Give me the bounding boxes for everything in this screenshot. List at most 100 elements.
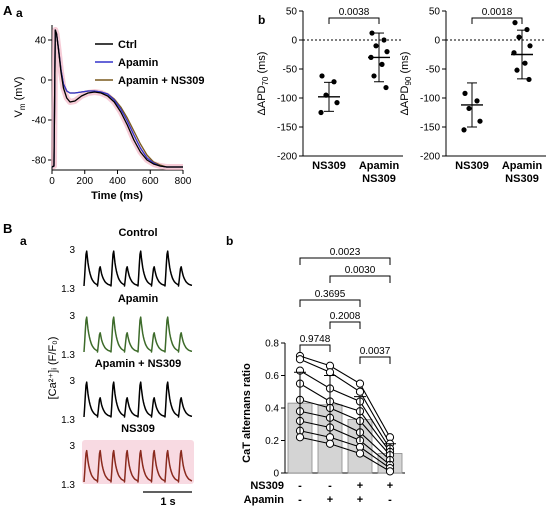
- legend-label: Ctrl: [118, 39, 137, 51]
- y-tick-label: -50: [426, 65, 441, 76]
- paired-line: [299, 420, 391, 466]
- y-tick-label: -200: [277, 152, 297, 163]
- data-point: [319, 73, 325, 79]
- paired-line: [299, 383, 391, 453]
- panel-letter-B: B: [3, 221, 12, 236]
- treatment-mark: -: [328, 480, 332, 492]
- y-tick-label: 0: [291, 36, 297, 47]
- paired-line: [299, 410, 391, 461]
- y-tick-label: 1.3: [61, 480, 75, 491]
- y-tick-label: -150: [277, 123, 297, 134]
- x-tick-label: 200: [76, 176, 93, 187]
- y-tick-label: 3: [69, 376, 75, 387]
- trace-title: NS309: [121, 423, 155, 435]
- panel-letter-B-b: b: [226, 234, 233, 248]
- trace-title: Control: [118, 227, 157, 239]
- treatment-label: Apamin: [244, 494, 285, 506]
- data-point: [512, 20, 518, 26]
- y-tick-label: 1.3: [61, 350, 75, 361]
- y-tick-label: -150: [420, 123, 440, 134]
- y-tick-label: 1.3: [61, 284, 75, 295]
- y-tick-label: 0: [273, 469, 279, 480]
- comparison-p-value: 0.9748: [300, 334, 331, 345]
- x-tick-label: 600: [142, 176, 159, 187]
- comparison-p-value: 0.0023: [330, 247, 361, 258]
- data-point: [325, 439, 335, 448]
- data-point: [373, 43, 379, 49]
- y-tick-label: 3: [69, 441, 75, 452]
- comparison-bracket: [329, 321, 361, 329]
- treatment-mark: +: [357, 480, 363, 492]
- data-point: [369, 30, 375, 36]
- category-label: NS309: [455, 160, 489, 172]
- comparison-p-value: 0.2008: [330, 311, 361, 322]
- paired-line: [299, 430, 391, 469]
- data-point: [355, 387, 365, 396]
- paired-line: [299, 370, 391, 449]
- significance-bracket: [471, 17, 523, 24]
- data-point: [323, 92, 329, 98]
- category-label: Apamin: [359, 160, 400, 172]
- treatment-mark: -: [298, 494, 302, 506]
- category-label: NS309: [362, 173, 396, 185]
- calcium-trace: [83, 250, 193, 287]
- data-point: [516, 34, 522, 40]
- y-tick-label: 0.2: [265, 436, 279, 447]
- y-axis-label: [Ca²⁺]ᵢ (F/F₀): [47, 337, 59, 400]
- data-point: [371, 73, 377, 79]
- data-point: [522, 60, 528, 66]
- treatment-mark: +: [357, 494, 363, 506]
- calcium-trace: [83, 449, 193, 483]
- data-point: [527, 43, 533, 49]
- y-tick-label: 3: [69, 311, 75, 322]
- data-point: [477, 118, 483, 124]
- data-point: [514, 67, 520, 73]
- panel-letter-B-a: a: [20, 234, 27, 248]
- category-label: NS309: [505, 173, 539, 185]
- data-point: [295, 355, 305, 364]
- data-point: [524, 26, 530, 33]
- y-tick-label: 50: [429, 7, 441, 18]
- treatment-label: NS309: [250, 480, 284, 492]
- data-point: [325, 368, 335, 377]
- data-point: [474, 98, 480, 104]
- y-tick-label: -80: [32, 156, 47, 167]
- y-tick-label: 0: [434, 36, 440, 47]
- trace-title: Apamin: [118, 293, 159, 305]
- data-point: [526, 76, 532, 83]
- x-axis-label: Time (ms): [91, 190, 143, 202]
- y-tick-label: 3: [69, 245, 75, 256]
- data-point: [355, 379, 365, 388]
- comparison-bracket: [299, 344, 331, 352]
- treatment-mark: -: [388, 494, 392, 506]
- y-tick-label: 0.4: [265, 404, 279, 415]
- comparison-p-value: 0.3695: [315, 289, 346, 300]
- y-tick-label: -50: [283, 65, 298, 76]
- data-point: [295, 433, 305, 442]
- data-point: [383, 84, 389, 91]
- legend-label: Apamin + NS309: [118, 75, 205, 87]
- treatment-mark: +: [327, 494, 333, 506]
- y-tick-label: -100: [420, 94, 440, 105]
- paired-line: [299, 358, 391, 445]
- y-tick-label: -200: [420, 152, 440, 163]
- y-tick-label: 50: [286, 7, 298, 18]
- y-axis-label: ΔAPD90 (ms): [399, 52, 413, 116]
- panel-letter-A-b: b: [258, 13, 265, 27]
- paired-line: [299, 355, 391, 438]
- data-point: [331, 79, 337, 85]
- chart-calcium-traces: Control 3 1.3 Apamin 3 1.3 Apamin + NS309 3 1.3 N…: [47, 227, 194, 508]
- data-point: [511, 50, 517, 56]
- significance-bracket: [328, 17, 380, 24]
- category-label: NS309: [312, 160, 346, 172]
- y-axis-label: CaT alternans ratio: [241, 363, 253, 463]
- p-value-label: 0.0018: [482, 7, 513, 18]
- legend-label: Apamin: [118, 57, 159, 69]
- treatment-mark: +: [387, 480, 393, 492]
- data-point: [462, 90, 468, 96]
- data-point: [368, 54, 374, 61]
